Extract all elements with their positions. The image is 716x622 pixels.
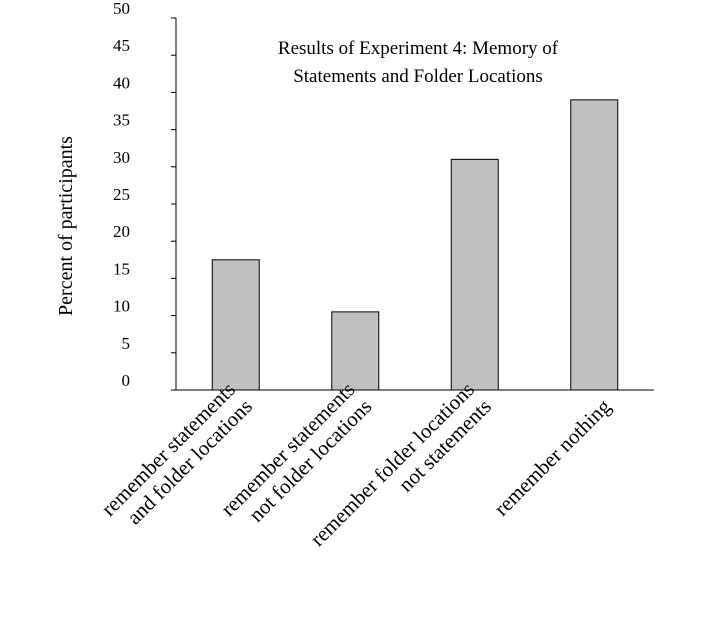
y-tick-label: 35 [113, 111, 130, 130]
y-tick-label: 5 [122, 334, 131, 353]
y-tick-label: 20 [113, 222, 130, 241]
y-axis-ticks: 0 5 10 15 20 25 30 35 40 45 50 [113, 0, 176, 391]
y-tick-label: 10 [113, 297, 130, 316]
y-tick-label: 0 [122, 371, 131, 390]
bar [450, 158, 499, 391]
bars [211, 99, 619, 391]
y-axis-label: Percent of participants [55, 136, 77, 316]
chart-title-line-1: Results of Experiment 4: Memory of [278, 38, 559, 59]
x-tick-label: remember nothing [489, 394, 616, 521]
x-tick-label-line: remember nothing [489, 394, 616, 521]
y-tick-label: 25 [113, 185, 130, 204]
y-tick-label: 50 [113, 0, 130, 18]
bar [331, 311, 380, 391]
y-tick-label: 45 [113, 36, 130, 55]
y-tick-label: 40 [113, 73, 130, 92]
chart-title: Results of Experiment 4: Memory of State… [278, 38, 559, 87]
bar [211, 259, 260, 391]
bar [570, 99, 619, 391]
y-tick-label: 30 [113, 148, 130, 167]
y-tick-label: 15 [113, 259, 130, 278]
chart-title-line-2: Statements and Folder Locations [293, 66, 543, 87]
